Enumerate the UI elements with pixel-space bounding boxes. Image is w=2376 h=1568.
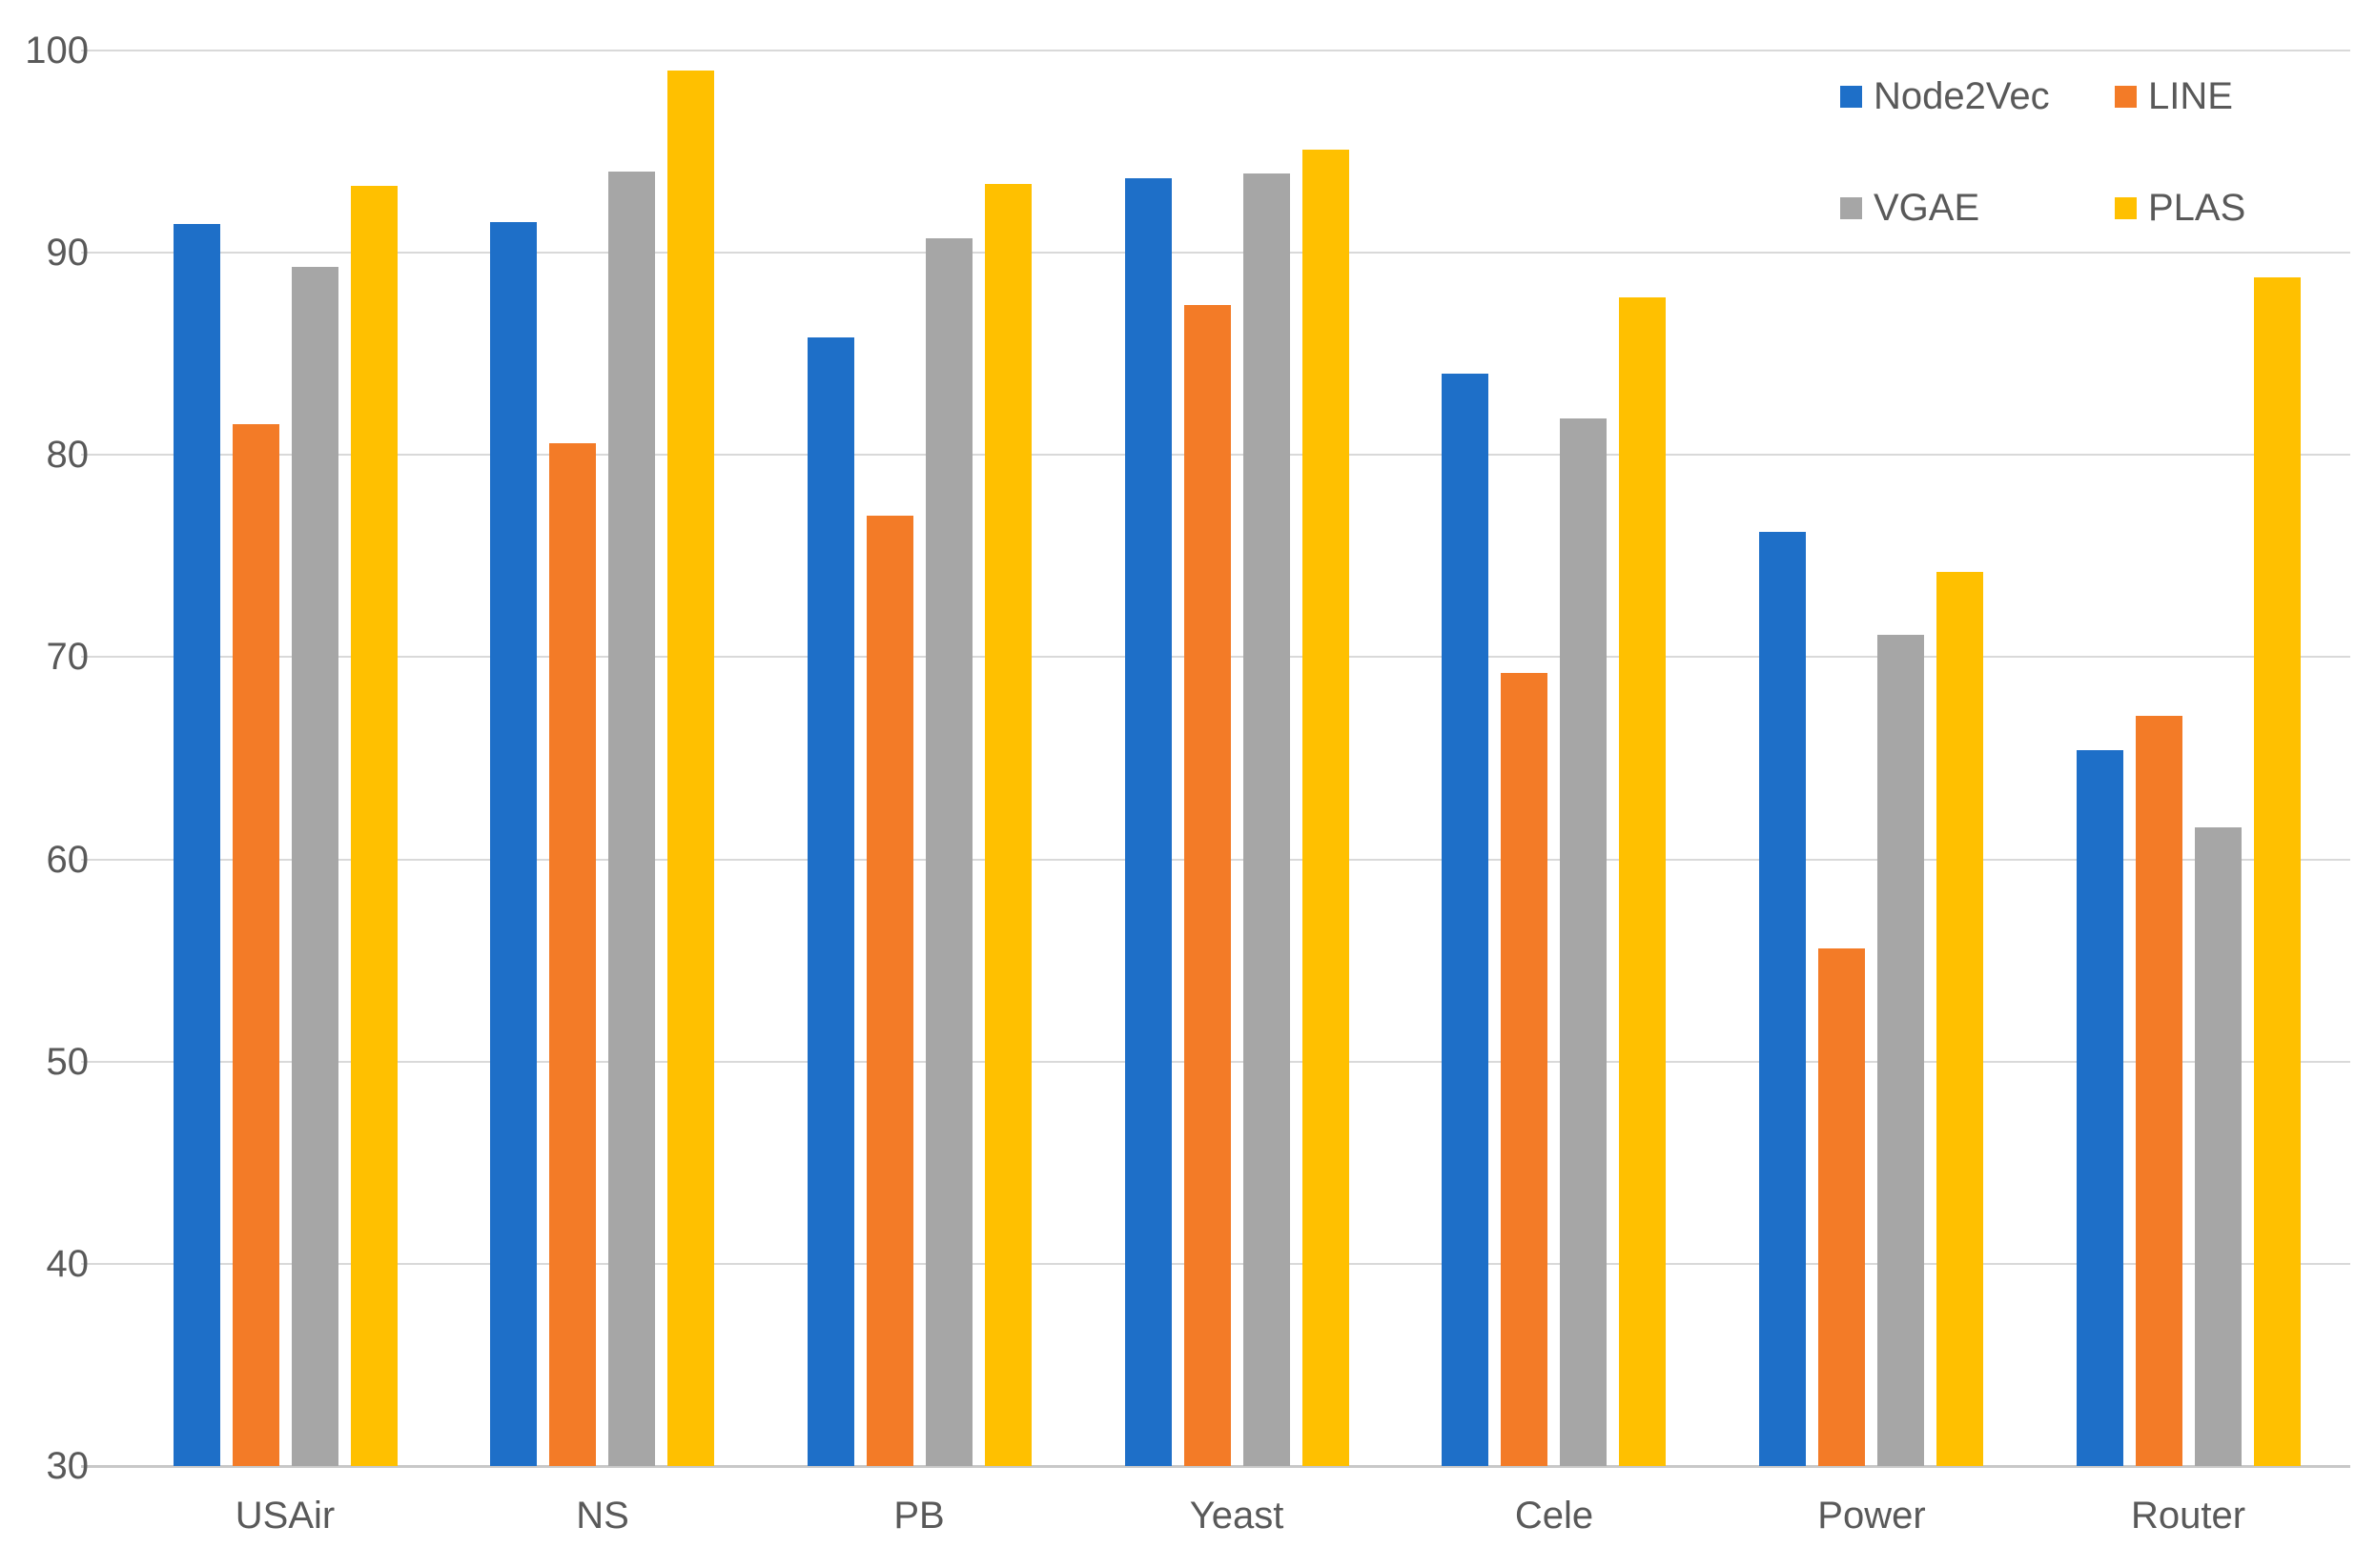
bar-line-power [1818,948,1865,1466]
y-tick-label-60: 60 [46,839,90,881]
legend-swatch-icon-node2vec [1840,85,1862,108]
bar-line-yeast [1184,305,1231,1466]
legend-swatch-icon-line [2115,85,2137,108]
y-tick-label-50: 50 [46,1041,90,1083]
bar-line-pb [867,516,913,1466]
x-category-label-power: Power [1817,1495,1926,1537]
bar-node2vec-router [2077,750,2123,1466]
legend-label-node2vec: Node2Vec [1874,74,2050,117]
x-category-label-yeast: Yeast [1189,1495,1284,1537]
bar-line-usair [233,424,279,1466]
x-category-label-usair: USAir [235,1495,336,1537]
y-tick-label-100: 100 [25,30,89,71]
bar-line-router [2136,716,2182,1466]
bar-line-ns [549,443,596,1466]
bar-node2vec-power [1759,532,1806,1466]
x-category-label-cele: Cele [1514,1495,1594,1537]
y-tick-label-90: 90 [46,232,90,274]
bar-node2vec-yeast [1125,178,1172,1466]
bar-plas-cele [1619,297,1666,1466]
gridline-100 [81,50,2350,51]
x-category-label-ns: NS [576,1495,629,1537]
y-tick-label-30: 30 [46,1445,90,1487]
bar-node2vec-usair [174,224,220,1466]
legend-label-plas: PLAS [2148,186,2246,229]
legend-item-line: LINE [2115,74,2233,118]
legend-item-vgae: VGAE [1840,186,1979,230]
bar-plas-pb [985,184,1032,1466]
legend-item-plas: PLAS [2115,186,2245,230]
x-category-label-router: Router [2130,1495,2246,1537]
legend-label-vgae: VGAE [1874,186,1980,229]
bar-plas-usair [351,186,398,1466]
bar-plas-yeast [1302,150,1349,1466]
x-category-label-pb: PB [893,1495,945,1537]
bar-vgae-cele [1560,418,1607,1466]
bar-vgae-usair [292,267,338,1466]
legend-item-node2vec: Node2Vec [1840,74,2050,118]
bar-plas-power [1936,572,1983,1466]
bar-vgae-yeast [1243,173,1290,1466]
legend-label-line: LINE [2148,74,2233,117]
legend-swatch-icon-plas [2115,196,2137,219]
bar-vgae-router [2195,827,2242,1466]
bar-node2vec-cele [1442,374,1488,1466]
bar-vgae-pb [926,238,973,1466]
bar-line-cele [1501,673,1547,1466]
bar-plas-ns [667,71,714,1466]
legend-swatch-icon-vgae [1840,196,1862,219]
bar-plas-router [2254,277,2301,1466]
y-tick-label-70: 70 [46,636,90,678]
y-tick-label-40: 40 [46,1243,90,1285]
x-axis-line [81,1465,2350,1468]
bar-vgae-ns [608,172,655,1466]
bar-node2vec-ns [490,222,537,1466]
y-tick-label-80: 80 [46,434,90,476]
bar-vgae-power [1877,635,1924,1466]
gridline-90 [81,252,2350,254]
bar-node2vec-pb [808,337,854,1466]
